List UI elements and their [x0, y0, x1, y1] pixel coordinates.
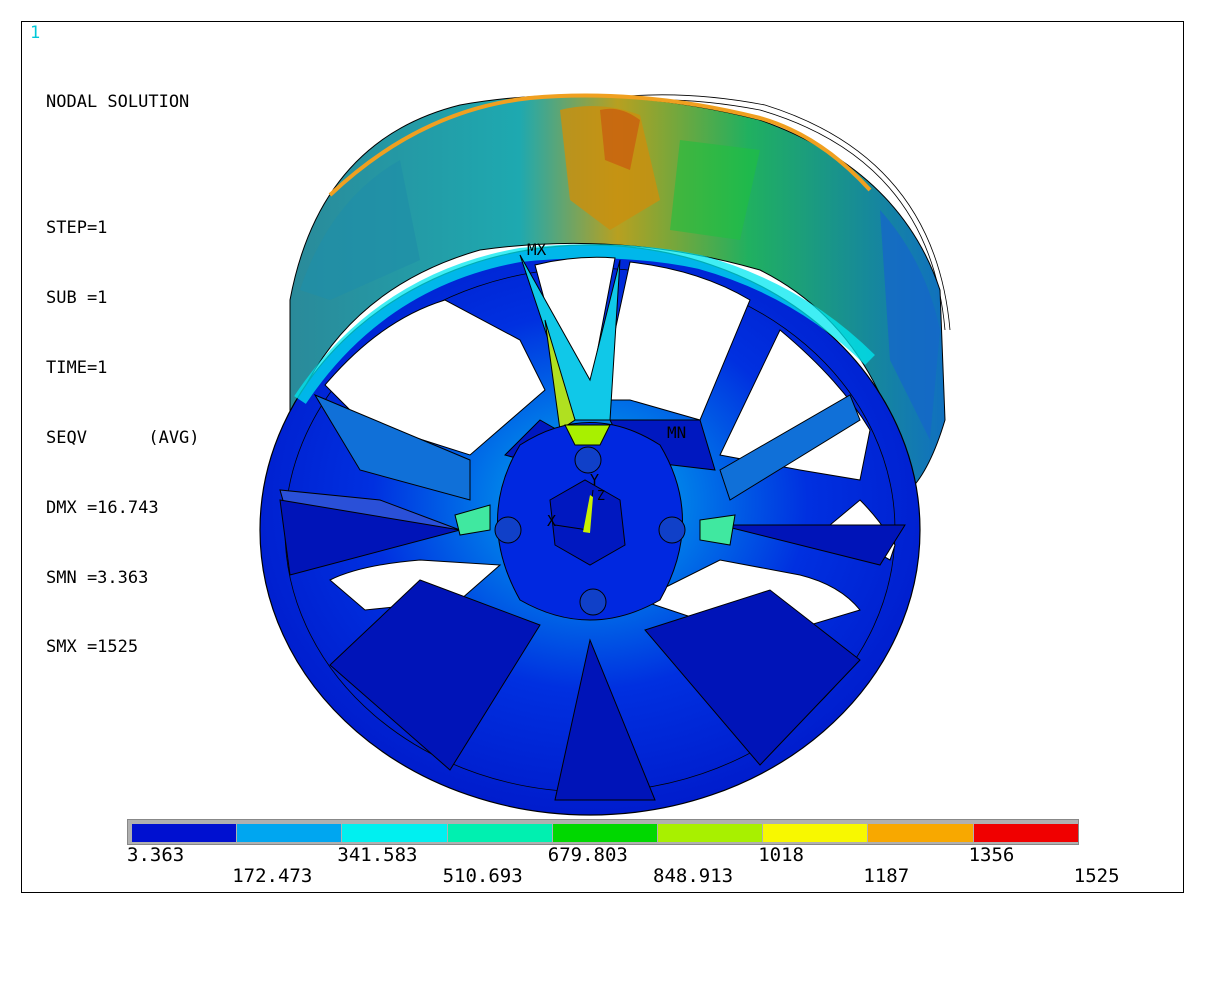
legend-label-top: 341.583	[337, 844, 418, 866]
legend-swatch	[132, 824, 237, 842]
info-smn: SMN =3.363	[46, 567, 149, 588]
info-time: TIME=1	[46, 357, 108, 378]
min-marker: MN	[667, 423, 686, 442]
legend-label-bottom: 1187	[863, 865, 910, 887]
solution-title: NODAL SOLUTION	[46, 91, 190, 112]
legend-swatch	[763, 824, 868, 842]
legend-swatch	[447, 824, 552, 842]
info-sub: SUB =1	[46, 287, 108, 308]
info-smx: SMX =1525	[46, 637, 139, 658]
legend-swatch	[973, 824, 1078, 842]
legend-label-bottom: 848.913	[653, 865, 734, 887]
legend-swatch	[868, 824, 973, 842]
legend-label-bottom: 1525	[1073, 865, 1120, 887]
legend-label-top: 3.363	[127, 844, 185, 866]
legend-label-top: 1018	[758, 844, 804, 866]
legend-bar	[127, 819, 1079, 845]
contour-legend	[127, 819, 1079, 845]
legend-label-top: 679.803	[547, 844, 628, 866]
legend-swatch	[552, 824, 657, 842]
legend-label-bottom: 172.473	[232, 865, 313, 887]
plot-frame	[21, 21, 1184, 893]
rim-barrel	[289, 93, 946, 492]
axis-z-label: Z	[597, 489, 605, 504]
legend-swatch	[658, 824, 763, 842]
legend-swatch	[342, 824, 447, 842]
axis-x-label: X	[547, 512, 556, 530]
lower-spokes	[279, 499, 906, 801]
info-seqv: SEQV (AVG)	[46, 427, 200, 448]
axis-y-label: Y	[590, 471, 599, 489]
max-marker: MX	[527, 240, 547, 259]
window-number: 1	[30, 23, 41, 43]
legend-label-top: 1356	[968, 844, 1015, 866]
info-dmx: DMX =16.743	[46, 497, 159, 518]
info-step: STEP=1	[46, 218, 108, 239]
legend-label-bottom: 510.693	[442, 865, 523, 887]
legend-swatch	[237, 824, 342, 842]
solution-info: NODAL SOLUTION STEP=1 SUB =1 TIME=1 SEQV…	[46, 44, 200, 683]
axis-triad: Y Z X	[547, 471, 605, 533]
